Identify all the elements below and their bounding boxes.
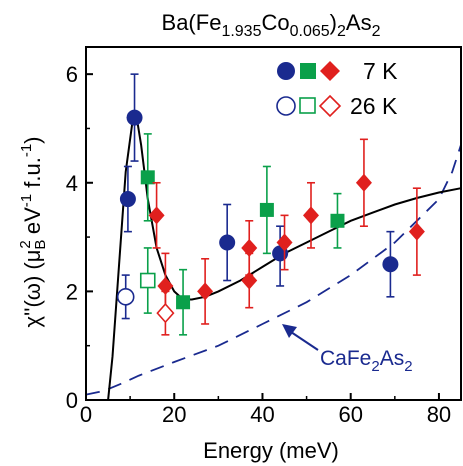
y-tick-label: 2 [66, 279, 78, 304]
legend-marker-red-filled [320, 61, 340, 81]
y-tick-label: 0 [66, 388, 78, 413]
point-marker-diamond [356, 174, 372, 192]
reference-annotation: CaFe2As2 [282, 324, 413, 375]
data-point [277, 215, 293, 269]
legend-marker-green-open [300, 98, 315, 113]
legend-marker-blue-filled [277, 62, 295, 80]
data-point [141, 248, 155, 313]
plot-frame [86, 47, 461, 400]
legend-label-7k: 7 K [363, 58, 398, 84]
point-marker-square [260, 203, 274, 217]
point-marker-square [176, 295, 190, 309]
legend-label-26k: 26 K [350, 93, 398, 119]
point-marker-diamond [241, 272, 257, 290]
point-marker-circle [120, 191, 136, 207]
data-point [141, 134, 155, 221]
x-tick-label: 60 [338, 402, 362, 427]
point-marker-circle [219, 235, 235, 251]
x-tick-label: 80 [427, 402, 451, 427]
point-marker-circle [118, 289, 134, 305]
y-tick-label: 4 [66, 171, 78, 196]
data-point [409, 188, 425, 275]
reference-arrow-head [282, 324, 297, 338]
legend: 7 K 26 K [277, 58, 398, 119]
point-marker-circle [127, 110, 143, 126]
legend-marker-red-open [320, 96, 340, 116]
data-point [157, 291, 173, 334]
data-point [176, 270, 190, 335]
legend-marker-blue-open [277, 97, 295, 115]
y-tick-label: 6 [66, 62, 78, 87]
point-marker-diamond [157, 304, 173, 322]
data-point [118, 275, 134, 318]
data-point [330, 194, 344, 248]
data-point [219, 204, 235, 280]
data-point [149, 183, 165, 248]
x-tick-label: 0 [80, 402, 92, 427]
point-marker-circle [382, 256, 398, 272]
point-marker-diamond [303, 206, 319, 224]
point-marker-square [330, 214, 344, 228]
x-axis-title: Energy (meV) [203, 438, 339, 463]
reference-curve-label: CaFe2As2 [320, 347, 413, 375]
data-point [197, 259, 213, 324]
x-tick-label: 20 [162, 402, 186, 427]
point-marker-square [141, 274, 155, 288]
chart-title: Ba(Fe1.935Co0.065)2As2 [162, 10, 381, 40]
data-point [260, 166, 274, 253]
data-point [241, 253, 257, 307]
x-tick-label: 40 [250, 402, 274, 427]
legend-marker-green-filled [300, 63, 316, 79]
y-axis-title: χ''(ω) (μB2 eV-1 f.u.-1) [17, 137, 49, 328]
